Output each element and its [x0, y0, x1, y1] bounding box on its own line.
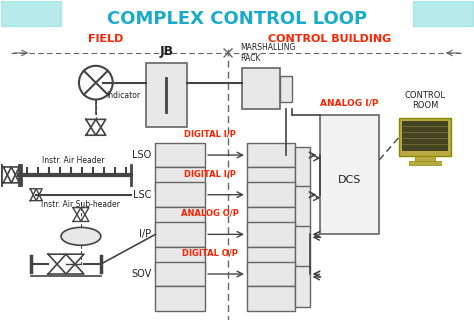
- Bar: [155, 182, 205, 207]
- Bar: [247, 262, 295, 286]
- Text: DIGITAL I/P: DIGITAL I/P: [184, 169, 236, 178]
- Bar: [155, 168, 205, 192]
- Text: CONTROL
ROOM: CONTROL ROOM: [404, 91, 446, 110]
- Text: Instr. Air Sub-header: Instr. Air Sub-header: [42, 200, 120, 209]
- Bar: [295, 265, 310, 307]
- Ellipse shape: [61, 227, 101, 245]
- Bar: [242, 68, 280, 109]
- Text: LSC: LSC: [133, 190, 152, 200]
- Text: I/P: I/P: [139, 230, 152, 239]
- Bar: [319, 115, 379, 234]
- Text: Indicator: Indicator: [107, 91, 141, 100]
- Bar: [155, 247, 205, 272]
- Bar: [295, 226, 310, 268]
- Bar: [295, 147, 310, 188]
- Bar: [247, 286, 295, 311]
- Bar: [402, 121, 448, 151]
- Bar: [155, 207, 205, 232]
- Text: CONTROL BUILDING: CONTROL BUILDING: [268, 34, 391, 44]
- Bar: [155, 262, 205, 286]
- Bar: [247, 143, 295, 168]
- Text: Instr. Air Header: Instr. Air Header: [42, 156, 104, 165]
- Text: DCS: DCS: [337, 175, 361, 185]
- Text: JB: JB: [159, 45, 173, 58]
- Bar: [415, 156, 435, 161]
- Bar: [155, 222, 205, 247]
- Bar: [247, 182, 295, 207]
- Bar: [280, 76, 292, 101]
- Text: ANALOG I/P: ANALOG I/P: [320, 99, 379, 108]
- Bar: [247, 247, 295, 272]
- Text: ANALOG O/P: ANALOG O/P: [181, 209, 239, 218]
- Text: LSO: LSO: [132, 150, 152, 160]
- Bar: [295, 186, 310, 228]
- Bar: [155, 286, 205, 311]
- Bar: [247, 168, 295, 192]
- Bar: [247, 207, 295, 232]
- Text: DIGITAL I/P: DIGITAL I/P: [184, 130, 236, 139]
- Text: SOV: SOV: [131, 269, 152, 279]
- Text: COMPLEX CONTROL LOOP: COMPLEX CONTROL LOOP: [107, 10, 367, 28]
- Bar: [146, 63, 187, 127]
- Text: FIELD: FIELD: [88, 34, 123, 44]
- Text: MARSHALLING
RACK: MARSHALLING RACK: [240, 43, 295, 63]
- Bar: [399, 118, 451, 156]
- Bar: [247, 222, 295, 247]
- Bar: [155, 143, 205, 168]
- Text: DIGITAL O/P: DIGITAL O/P: [182, 249, 238, 258]
- Bar: [409, 161, 441, 165]
